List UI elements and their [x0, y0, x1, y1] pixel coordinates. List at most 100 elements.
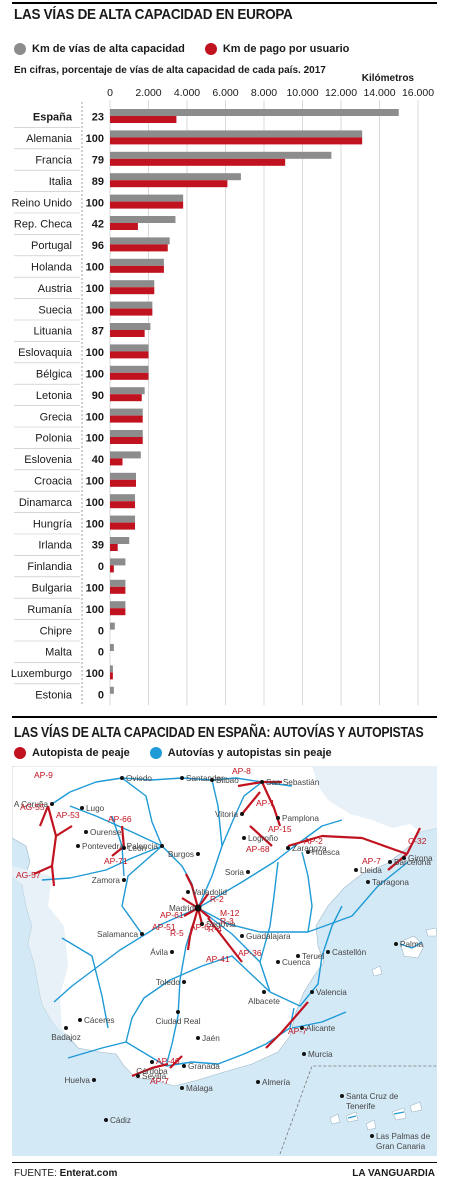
x-tick-label: 6.000: [212, 87, 238, 99]
country-label: Finlandia: [27, 561, 73, 573]
x-tick-label: 14.000: [363, 87, 395, 99]
city-dot: [160, 844, 164, 848]
toll-road-label: AP-71: [104, 856, 128, 866]
country-label: Reino Unido: [11, 197, 72, 209]
x-tick-label: 8.000: [251, 87, 277, 99]
percent-label: 0: [98, 647, 104, 659]
bar-red: [110, 458, 123, 466]
city-dot: [296, 954, 300, 958]
city-dot: [182, 980, 186, 984]
percent-label: 100: [86, 133, 104, 145]
percent-label: 100: [86, 497, 104, 509]
percent-label: 100: [86, 411, 104, 423]
bar-red: [110, 351, 149, 359]
city-label: Pontevedra: [82, 842, 124, 851]
city-label: Lleida: [360, 866, 382, 875]
legend-free-swatch: [149, 747, 162, 759]
toll-road-label: AP-1: [256, 798, 275, 808]
city-dot: [394, 942, 398, 946]
city-label: Teruel: [302, 952, 324, 961]
bar-red: [110, 672, 113, 680]
city-label: Cádiz: [110, 1116, 131, 1125]
city-dot: [310, 990, 314, 994]
bar-gray: [110, 622, 115, 630]
country-label: Eslovenia: [24, 454, 73, 466]
city-dot: [104, 1118, 108, 1122]
city-dot: [300, 1026, 304, 1030]
city-dot: [240, 812, 244, 816]
city-label: Valladolid: [192, 888, 227, 897]
percent-label: 96: [92, 240, 104, 252]
bar-red: [110, 501, 136, 509]
city-dot: [302, 1052, 306, 1056]
country-label: España: [33, 112, 73, 124]
city-dot: [370, 1134, 374, 1138]
country-label: Polonia: [35, 433, 73, 445]
country-label: Bulgaria: [32, 583, 73, 595]
map-legend: Autopista de peaje Autovías y autopistas…: [14, 747, 332, 759]
city-label: Oviedo: [126, 774, 152, 783]
percent-label: 100: [86, 197, 104, 209]
toll-road-label: R-3: [220, 916, 234, 926]
country-label: Grecia: [40, 411, 73, 423]
city-label: San Sebastián: [266, 778, 320, 787]
toll-road-label: AP-68: [246, 844, 270, 854]
city-dot: [140, 932, 144, 936]
city-dot: [182, 1064, 186, 1068]
percent-label: 0: [98, 625, 104, 637]
country-label: Austria: [38, 283, 73, 295]
toll-road-label: AP-8: [232, 766, 251, 776]
country-label: Francia: [35, 155, 73, 167]
toll-road-label: AP-51: [152, 922, 176, 932]
city-dot: [122, 846, 126, 850]
city-label: Toledo: [156, 978, 181, 987]
country-label: Suecia: [38, 304, 73, 316]
bar-red: [110, 180, 228, 188]
bar-red: [110, 330, 145, 337]
city-dot: [92, 1078, 96, 1082]
city-label: Lugo: [86, 804, 105, 813]
toll-road-label: AP-36: [238, 948, 262, 958]
bar-gray: [110, 173, 241, 181]
legend-free-label: Autovías y autopistas sin peaje: [167, 747, 332, 759]
bar-gray: [110, 151, 332, 159]
bar-red: [110, 372, 149, 380]
city-label: Cáceres: [84, 1016, 115, 1025]
canary-islands: [329, 1101, 423, 1131]
city-label: Málaga: [186, 1084, 213, 1093]
percent-label: 100: [86, 347, 104, 359]
city-dot: [186, 890, 190, 894]
city-dot: [64, 1026, 68, 1030]
city-label: Palencia: [127, 842, 159, 851]
toll-road-label: AP-2: [304, 836, 323, 846]
city-dot: [176, 1010, 180, 1014]
source-name: Enterat.com: [59, 1168, 118, 1179]
toll-road-label: M-12: [220, 908, 240, 918]
city-label: León: [128, 844, 147, 853]
toll-road-labels: AP-9 AG-55 AP-53 AG-57 AP-66 AP-71 AP-8 AP-1 AP-…: [16, 766, 427, 1086]
canary-inset-frame: [279, 1065, 437, 1155]
city-label: Burgos: [168, 850, 194, 859]
bar-gray: [110, 216, 176, 223]
city-label: Palma: [400, 940, 424, 949]
city-label: Zaragoza: [292, 844, 327, 853]
city-dot: [354, 868, 358, 872]
toll-road-label: AP-7: [288, 1026, 307, 1036]
toll-road-label: AP-53: [56, 810, 80, 820]
bar-red: [110, 479, 136, 487]
percent-label: 79: [92, 155, 104, 167]
city-dot: [50, 802, 54, 806]
city-label: Jaén: [202, 1034, 220, 1043]
city-dot: [84, 830, 88, 834]
toll-road-label: AP-61: [160, 910, 184, 920]
bar-red: [110, 437, 143, 444]
city-label: Soria: [225, 868, 245, 877]
percent-label: 100: [86, 583, 104, 595]
city-dot: [340, 1094, 344, 1098]
bar-gray: [110, 408, 143, 416]
bar-gray: [110, 109, 399, 116]
city-dot: [80, 806, 84, 810]
percent-label: 39: [92, 540, 104, 552]
bar-gray: [110, 494, 136, 502]
city-dot: [150, 1060, 154, 1064]
